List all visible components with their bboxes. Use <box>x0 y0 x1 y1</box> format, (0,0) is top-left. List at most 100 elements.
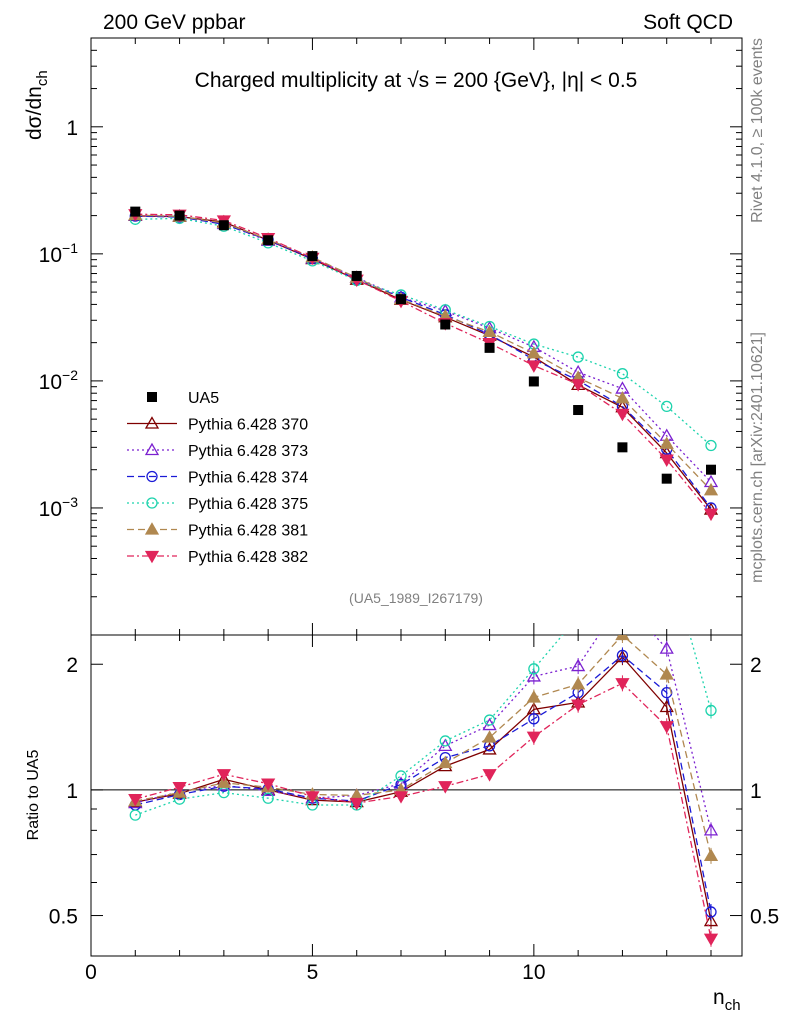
series-375-ratio-point <box>129 809 141 821</box>
series-381-ratio-point <box>526 690 541 703</box>
series-375-line <box>135 217 712 446</box>
y-tick-label: 10−1 <box>39 240 79 267</box>
ratio-y-tick-label-right: 1 <box>750 780 762 803</box>
series-382-ratio-point <box>172 782 187 795</box>
legend-entry: Pythia 6.428 381 <box>188 523 308 540</box>
series-382-ratio-point <box>482 769 497 782</box>
series-382-ratio-point <box>526 731 541 745</box>
ratio-marks <box>128 543 719 947</box>
legend-entry: UA5 <box>188 390 219 407</box>
rivet-label: Rivet 4.1.0, ≥ 100k events <box>749 38 766 223</box>
series-375-ratio-point <box>262 792 274 804</box>
series-373-ratio-point <box>616 594 628 605</box>
legend-entry: Pythia 6.428 375 <box>188 496 308 513</box>
header-right: Soft QCD <box>643 11 733 34</box>
series-382-point <box>703 508 719 522</box>
ua5-data-point <box>396 294 406 305</box>
y-tick-label: 10−3 <box>39 494 79 521</box>
legend-marker <box>144 442 160 456</box>
main-plot-frame <box>90 37 743 636</box>
series-374-ratio-point <box>528 713 540 725</box>
series-370-line <box>135 215 712 511</box>
series-381-ratio-point <box>615 635 630 641</box>
series-381-ratio-point <box>571 677 586 690</box>
chart-title: Charged multiplicity at √s = 200 {GeV}, … <box>195 69 638 92</box>
ua5-data-point <box>661 473 672 484</box>
ua5-data-point <box>528 376 539 387</box>
series-382-ratio-point <box>261 778 276 791</box>
ua5-data-point <box>706 464 716 475</box>
ratio-y-tick-label: 2 <box>66 654 78 677</box>
series-381-ratio-point <box>482 730 497 743</box>
analysis-tag: (UA5_1989_I267179) <box>349 590 483 606</box>
series-375-point <box>705 439 717 452</box>
series-375-ratio-point <box>528 663 540 675</box>
series-381-point <box>526 345 541 359</box>
y-axis-title-text: dσ/dnch <box>23 70 51 140</box>
series-382-ratio-point <box>659 721 674 734</box>
ua5-data-point <box>174 210 185 221</box>
x-axis-title: nch <box>713 986 741 1014</box>
series-381-point <box>615 390 630 404</box>
series-381-point <box>703 482 719 496</box>
series-382-ratio-point <box>216 769 231 782</box>
ratio-plot-frame <box>90 634 743 957</box>
ratio-y-tick-label: 0.5 <box>49 906 78 929</box>
ua5-data-point <box>440 319 451 330</box>
ua5-data-point <box>307 251 318 262</box>
y-tick-label: 10−2 <box>39 367 79 394</box>
series-375-ratio-point <box>705 704 717 717</box>
series-375-ratio-point <box>573 612 583 622</box>
series-374-ratio-point <box>616 649 629 662</box>
series-373-ratio-point <box>526 669 541 682</box>
series-382-line <box>135 213 712 515</box>
series-375-point <box>616 368 629 380</box>
x-tick-label: 10 <box>522 961 545 984</box>
ua5-data-point <box>573 405 584 416</box>
legend-marker <box>144 550 160 564</box>
series-373-ratio-point <box>659 641 674 654</box>
series-370-ratio-line <box>135 656 712 922</box>
header-left: 200 GeV ppbar <box>103 11 245 34</box>
legend-marker <box>144 522 160 535</box>
series-382-ratio-point <box>128 794 143 807</box>
series-373-ratio-point <box>571 658 586 672</box>
ua5-data-point <box>617 442 628 453</box>
legend-entry: Pythia 6.428 382 <box>188 549 308 566</box>
main-axes: 1 10−1 10−2 10−3 <box>39 37 742 636</box>
legend-entry: Pythia 6.428 373 <box>188 443 308 460</box>
series-375-ratio-point <box>617 543 627 553</box>
y-tick-label: 1 <box>66 117 78 140</box>
legend-entry: Pythia 6.428 370 <box>188 417 308 434</box>
legend-marker <box>147 392 157 402</box>
series-381-ratio-point <box>438 755 453 769</box>
ua5-data-point <box>263 235 274 246</box>
ratio-y-tick-label-right: 0.5 <box>750 906 779 929</box>
legend-entry: Pythia 6.428 374 <box>188 470 308 487</box>
x-tick-label: 0 <box>85 961 97 984</box>
series-375-ratio-point <box>662 548 672 558</box>
ua5-data-point <box>351 270 362 281</box>
legend-marker <box>146 497 158 509</box>
y-axis-title: dσ/dnch <box>23 70 51 140</box>
series-374-ratio-line <box>135 654 712 913</box>
series-370-ratio-point <box>482 742 497 755</box>
series-382-ratio-point <box>438 781 453 794</box>
series-382-ratio-point <box>615 678 630 691</box>
series-382-ratio-point <box>703 933 719 947</box>
mcplots-label: mcplots.cern.ch [arXiv:2401.10621] <box>749 332 766 583</box>
series-375-ratio-line <box>135 635 712 816</box>
series-381-ratio-line <box>135 635 712 857</box>
series-374-line <box>135 215 712 509</box>
series-375-ratio-point <box>395 770 407 782</box>
series-382-ratio-point <box>349 797 364 811</box>
series-381-ratio-point <box>659 667 674 680</box>
series-382-point <box>659 454 674 467</box>
series-382-ratio-point <box>571 699 586 712</box>
series-373-ratio-point <box>703 823 719 836</box>
series-382-ratio-point <box>393 791 409 804</box>
ua5-data-point <box>484 342 495 353</box>
series-marks <box>128 206 719 522</box>
series-370-ratio-point <box>659 699 674 713</box>
